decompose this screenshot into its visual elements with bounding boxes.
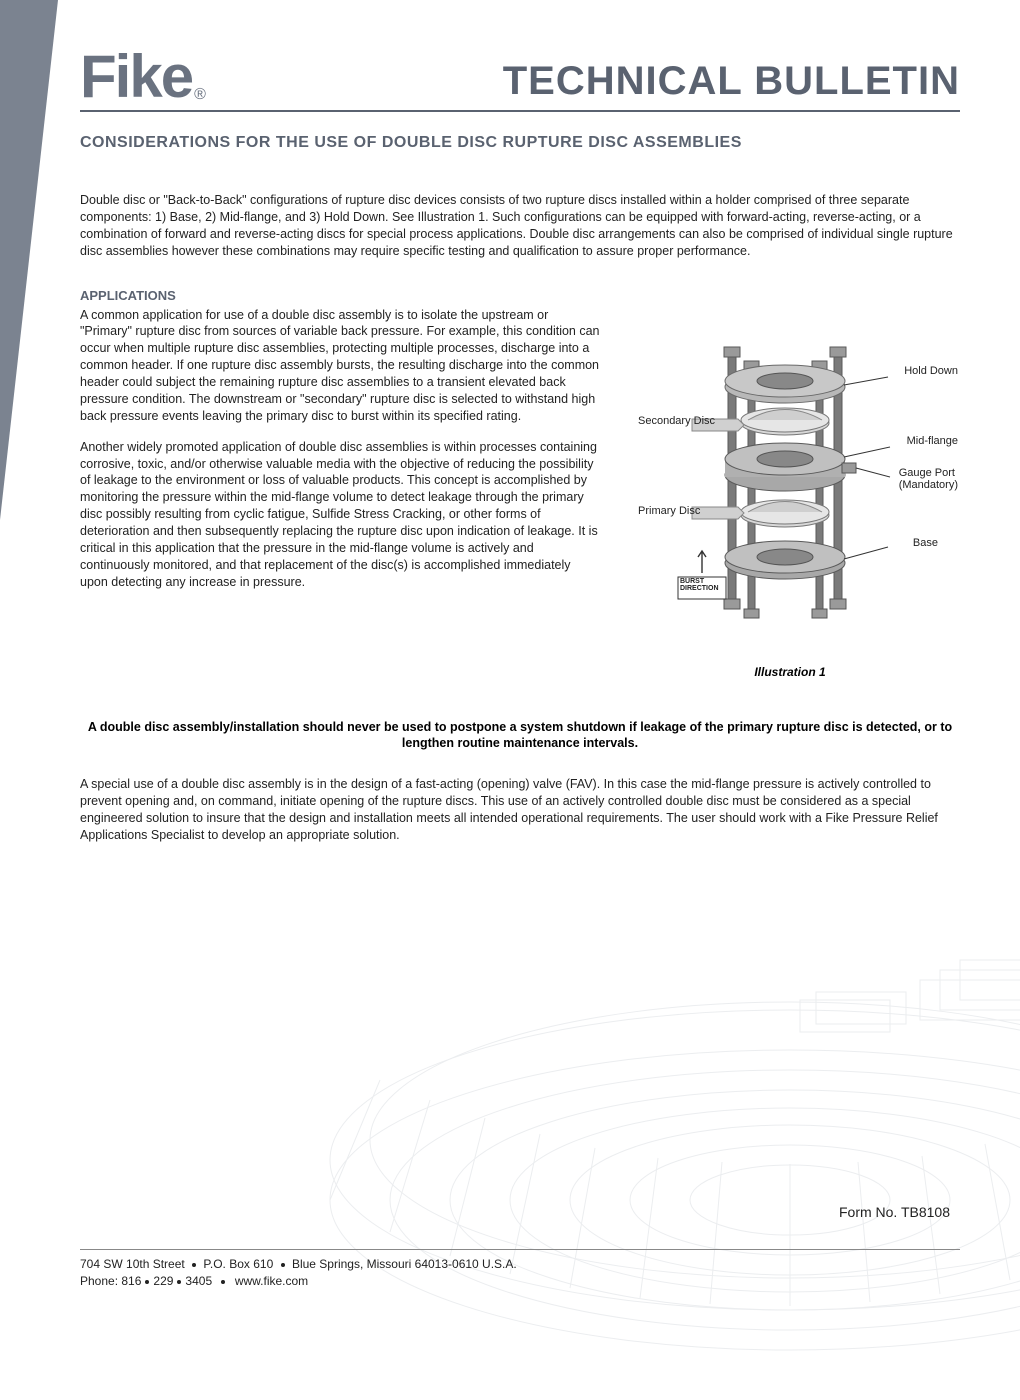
- page-content: Fike ® TECHNICAL BULLETIN CONSIDERATIONS…: [0, 0, 1020, 844]
- intro-paragraph: Double disc or "Back-to-Back" configurat…: [80, 192, 960, 260]
- label-secondary-disc: Secondary Disc: [638, 415, 715, 427]
- bullet-icon: [221, 1280, 225, 1284]
- logo-text: Fike: [80, 50, 192, 104]
- special-use-paragraph: A special use of a double disc assembly …: [80, 776, 960, 844]
- illustration-caption: Illustration 1: [620, 665, 960, 679]
- label-mid-flange: Mid-flange: [907, 435, 958, 447]
- label-gauge-port-text: Gauge Port: [899, 467, 955, 479]
- logo-registered: ®: [194, 86, 206, 104]
- footer-phone-label: Phone: 816: [80, 1274, 141, 1288]
- label-gauge-port-sub: (Mandatory): [899, 479, 958, 491]
- applications-para-2: Another widely promoted application of d…: [80, 439, 600, 591]
- form-number: Form No. TB8108: [839, 1204, 950, 1220]
- footer-website: www.fike.com: [235, 1274, 308, 1288]
- illustration-column: Hold Down Secondary Disc Mid-flange Gaug…: [620, 307, 960, 679]
- bulletin-title: TECHNICAL BULLETIN: [503, 59, 960, 104]
- label-base: Base: [913, 537, 938, 549]
- footer-address-pobox: P.O. Box 610: [203, 1257, 273, 1271]
- document-subtitle: CONSIDERATIONS FOR THE USE OF DOUBLE DIS…: [80, 134, 960, 152]
- bullet-icon: [281, 1263, 285, 1267]
- illustration-1: Hold Down Secondary Disc Mid-flange Gaug…: [620, 307, 960, 647]
- label-burst-direction: BURST DIRECTION: [680, 578, 719, 593]
- label-hold-down: Hold Down: [904, 365, 958, 377]
- footer-phone-mid: 229: [153, 1274, 173, 1288]
- applications-heading: APPLICATIONS: [80, 288, 960, 303]
- footer-line-1: 704 SW 10th Street P.O. Box 610 Blue Spr…: [80, 1256, 960, 1273]
- footer: 704 SW 10th Street P.O. Box 610 Blue Spr…: [80, 1249, 960, 1290]
- bullet-icon: [177, 1280, 181, 1284]
- logo: Fike ®: [80, 50, 206, 104]
- background-wireframe-art: [240, 800, 1020, 1400]
- footer-phone-end: 3405: [185, 1274, 212, 1288]
- label-gauge-port: Gauge Port (Mandatory): [899, 467, 958, 492]
- two-column-layout: A common application for use of a double…: [80, 307, 960, 679]
- warning-paragraph: A double disc assembly/installation shou…: [80, 719, 960, 753]
- bullet-icon: [145, 1280, 149, 1284]
- applications-text-column: A common application for use of a double…: [80, 307, 600, 679]
- label-primary-disc: Primary Disc: [638, 505, 700, 517]
- footer-address-city: Blue Springs, Missouri 64013-0610 U.S.A.: [292, 1257, 517, 1271]
- applications-para-1: A common application for use of a double…: [80, 307, 600, 425]
- bullet-icon: [192, 1263, 196, 1267]
- header: Fike ® TECHNICAL BULLETIN: [80, 50, 960, 112]
- footer-address-street: 704 SW 10th Street: [80, 1257, 185, 1271]
- footer-line-2: Phone: 816 229 3405 www.fike.com: [80, 1273, 960, 1290]
